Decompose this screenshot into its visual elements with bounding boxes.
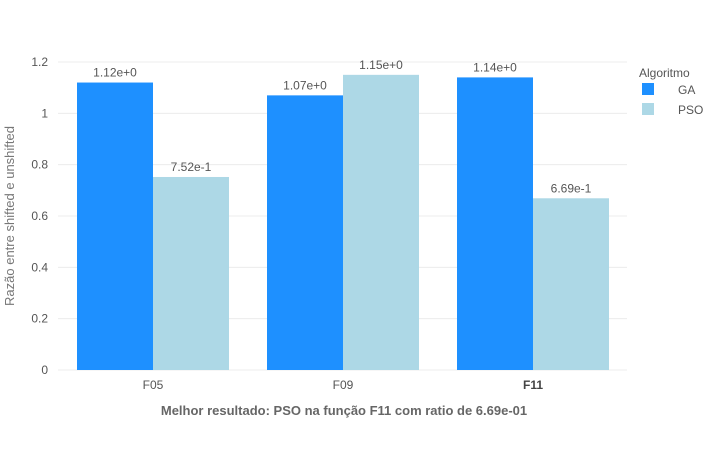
y-tick-label: 1.2 <box>31 55 48 69</box>
bar-ga-f09 <box>267 95 343 370</box>
bar-ga-f11 <box>457 77 533 371</box>
bar-value-label: 7.52e-1 <box>171 160 212 174</box>
legend-title: Algoritmo <box>639 66 690 80</box>
legend-label-ga: GA <box>678 83 695 97</box>
y-tick-label: 0.6 <box>31 209 48 223</box>
legend: Algoritmo GA PSO <box>639 66 703 117</box>
y-tick-label: 1 <box>41 106 48 120</box>
bar-pso-f09 <box>343 74 419 370</box>
bar-value-labels: 1.12e+0 7.52e-1 1.07e+0 1.15e+0 1.14e+0 6.69e… <box>93 58 592 195</box>
legend-swatch-ga <box>642 83 654 95</box>
x-axis-title: Melhor resultado: PSO na função F11 com … <box>161 403 527 418</box>
y-axis-ticks: 0 0.2 0.4 0.6 0.8 1 1.2 <box>31 55 48 377</box>
bars <box>77 74 609 371</box>
y-tick-label: 0.2 <box>31 312 48 326</box>
bar-value-label: 1.14e+0 <box>473 60 517 74</box>
y-axis-title: Razão entre shifted e unshifted <box>2 126 17 306</box>
y-tick-label: 0.4 <box>31 260 48 274</box>
bar-ga-f05 <box>77 82 153 371</box>
x-category-label: F11 <box>523 378 543 392</box>
bar-value-label: 6.69e-1 <box>551 181 592 195</box>
y-tick-label: 0 <box>41 363 48 377</box>
bar-value-label: 1.07e+0 <box>283 78 327 92</box>
bar-value-label: 1.12e+0 <box>93 66 137 80</box>
x-axis-categories: F05 F09 F11 <box>143 378 544 392</box>
bar-pso-f11 <box>533 198 609 370</box>
x-category-label: F05 <box>143 378 164 392</box>
legend-label-pso: PSO <box>678 103 703 117</box>
bar-pso-f05 <box>153 176 229 370</box>
bar-value-label: 1.15e+0 <box>359 58 403 72</box>
legend-swatch-pso <box>642 103 654 115</box>
x-category-label: F09 <box>333 378 354 392</box>
y-tick-label: 0.8 <box>31 158 48 172</box>
